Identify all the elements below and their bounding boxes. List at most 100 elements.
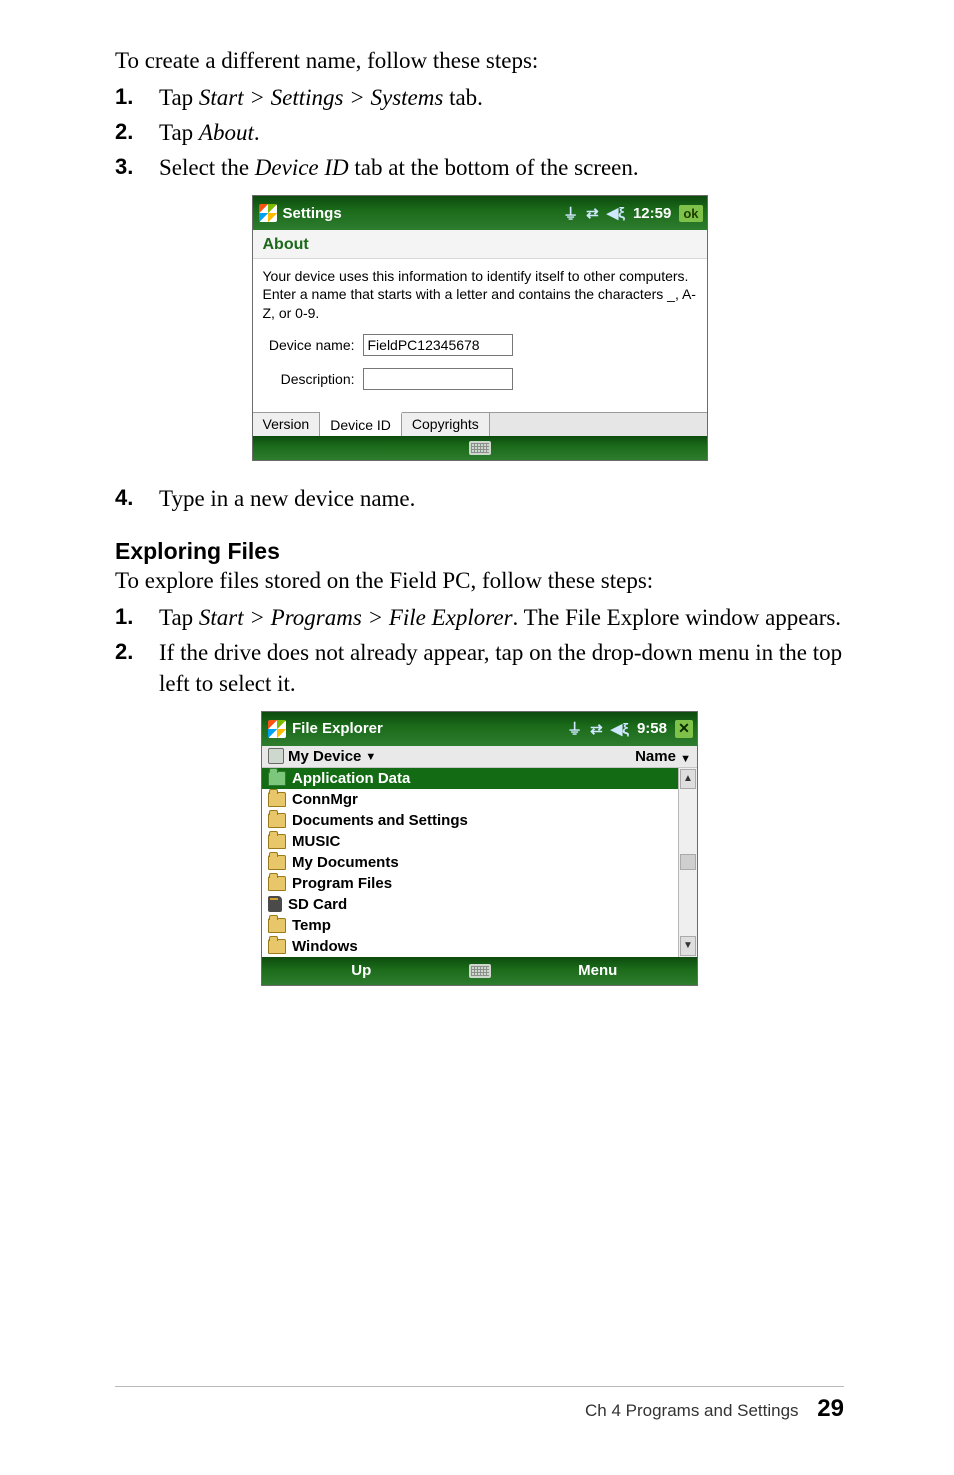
step-a1-italic: Start > Settings > Systems	[199, 85, 443, 110]
folder-icon	[268, 834, 286, 849]
scroll-down-button[interactable]: ▼	[680, 936, 696, 956]
chevron-down-icon: ▼	[365, 751, 376, 763]
step-b1-pre: Tap	[159, 605, 199, 630]
list-item[interactable]: Program Files	[262, 873, 678, 894]
keyboard-icon[interactable]	[469, 441, 491, 455]
volume-icon[interactable]: ◀ξ	[607, 204, 625, 222]
signal-icon[interactable]: ⏚	[563, 203, 578, 224]
step-a2: Tap About.	[115, 117, 844, 148]
list-item-label: Temp	[292, 917, 331, 934]
location-dropdown[interactable]: My Device ▼	[268, 748, 376, 765]
folder-icon	[268, 918, 286, 933]
list-item[interactable]: ConnMgr	[262, 789, 678, 810]
signal-icon[interactable]: ⏚	[567, 718, 582, 739]
ss1-title-left: Settings	[259, 204, 342, 222]
volume-icon[interactable]: ◀ξ	[611, 720, 629, 738]
folder-icon	[268, 792, 286, 807]
start-icon[interactable]	[259, 204, 277, 222]
ss2-title-left: File Explorer	[268, 720, 383, 738]
scroll-thumb[interactable]	[680, 854, 696, 870]
tab-version[interactable]: Version	[253, 413, 321, 436]
folder-icon	[268, 876, 286, 891]
ss1-info-text: Your device uses this information to ide…	[263, 267, 697, 322]
ss1-sip-bar	[253, 436, 707, 460]
scrollbar[interactable]: ▲ ▼	[678, 768, 697, 957]
description-label: Description:	[263, 370, 355, 388]
device-icon	[268, 748, 284, 764]
list-item[interactable]: MUSIC	[262, 831, 678, 852]
list-item[interactable]: Temp	[262, 915, 678, 936]
description-row: Description:	[263, 368, 697, 390]
list-item[interactable]: My Documents	[262, 852, 678, 873]
step-a1-pre: Tap	[159, 85, 199, 110]
step-a2-pre: Tap	[159, 120, 199, 145]
page-footer: Ch 4 Programs and Settings 29	[115, 1386, 844, 1423]
list-item-label: MUSIC	[292, 833, 340, 850]
list-item-label: Windows	[292, 938, 358, 955]
intro-text: To create a different name, follow these…	[115, 45, 844, 76]
list-item-label: My Documents	[292, 854, 399, 871]
step-a1: Tap Start > Settings > Systems tab.	[115, 82, 844, 113]
connection-icon[interactable]: ⇄	[590, 720, 603, 738]
up-button[interactable]: Up	[262, 957, 461, 985]
scroll-track[interactable]	[679, 790, 697, 855]
ss2-titlebar: File Explorer ⏚ ⇄ ◀ξ 9:58 ✕	[262, 712, 697, 746]
step-a4: Type in a new device name.	[115, 483, 844, 514]
list-item-label: SD Card	[288, 896, 347, 913]
ss2-tray: ⏚ ⇄ ◀ξ 9:58 ✕	[567, 718, 693, 739]
ss1-tabs: Version Device ID Copyrights	[253, 412, 707, 436]
step-a2-italic: About	[199, 120, 254, 145]
step-a3-italic: Device ID	[255, 155, 349, 180]
connection-icon[interactable]: ⇄	[586, 204, 599, 222]
step-a1-post: tab.	[443, 85, 483, 110]
list-item[interactable]: SD Card	[262, 894, 678, 915]
folder-icon	[268, 813, 286, 828]
list-item-label: Documents and Settings	[292, 812, 468, 829]
steps-list-a-cont: Type in a new device name.	[115, 483, 844, 514]
step-b1-italic: Start > Programs > File Explorer	[199, 605, 513, 630]
sort-dropdown[interactable]: Name ▼	[635, 748, 691, 765]
device-name-label: Device name:	[263, 336, 355, 354]
sd-card-icon	[268, 896, 282, 912]
list-item[interactable]: Documents and Settings	[262, 810, 678, 831]
steps-list-a: Tap Start > Settings > Systems tab. Tap …	[115, 82, 844, 183]
device-name-row: Device name:	[263, 334, 697, 356]
fe-bottom-bar: Up Menu	[262, 957, 697, 985]
step-b2: If the drive does not already appear, ta…	[115, 637, 844, 699]
device-name-input[interactable]	[363, 334, 513, 356]
footer-page-number: 29	[817, 1395, 844, 1422]
ok-button[interactable]: ok	[679, 205, 702, 222]
start-icon[interactable]	[268, 720, 286, 738]
location-dropdown-label: My Device	[288, 748, 361, 765]
section-heading-exploring: Exploring Files	[115, 538, 844, 565]
explore-intro: To explore files stored on the Field PC,…	[115, 565, 844, 596]
screenshot-settings-about: Settings ⏚ ⇄ ◀ξ 12:59 ok About Your devi…	[252, 195, 708, 461]
step-a3-pre: Select the	[159, 155, 255, 180]
tab-copyrights[interactable]: Copyrights	[402, 413, 490, 436]
screenshot-file-explorer: File Explorer ⏚ ⇄ ◀ξ 9:58 ✕ My Device ▼ …	[261, 711, 698, 986]
ss1-time: 12:59	[633, 205, 671, 222]
sort-dropdown-label: Name	[635, 748, 676, 765]
steps-list-b: Tap Start > Programs > File Explorer. Th…	[115, 602, 844, 699]
step-b1: Tap Start > Programs > File Explorer. Th…	[115, 602, 844, 633]
description-input[interactable]	[363, 368, 513, 390]
folder-icon	[268, 771, 286, 786]
ss1-subhead: About	[253, 230, 707, 259]
ss1-tray: ⏚ ⇄ ◀ξ 12:59 ok	[563, 203, 702, 224]
folder-icon	[268, 939, 286, 954]
list-item[interactable]: Application Data	[262, 768, 678, 789]
step-a3-post: tab at the bottom of the screen.	[349, 155, 639, 180]
step-a3: Select the Device ID tab at the bottom o…	[115, 152, 844, 183]
menu-button[interactable]: Menu	[499, 957, 698, 985]
footer-chapter: Ch 4 Programs and Settings	[585, 1401, 799, 1420]
scroll-track[interactable]	[679, 870, 697, 935]
tab-device-id[interactable]: Device ID	[320, 412, 402, 436]
list-item[interactable]: Windows	[262, 936, 678, 957]
ss2-title-text: File Explorer	[292, 720, 383, 737]
ss2-time: 9:58	[637, 720, 667, 737]
keyboard-icon[interactable]	[469, 964, 491, 978]
folder-icon	[268, 855, 286, 870]
scroll-up-button[interactable]: ▲	[680, 769, 696, 789]
list-item-label: ConnMgr	[292, 791, 358, 808]
close-button[interactable]: ✕	[675, 720, 693, 738]
